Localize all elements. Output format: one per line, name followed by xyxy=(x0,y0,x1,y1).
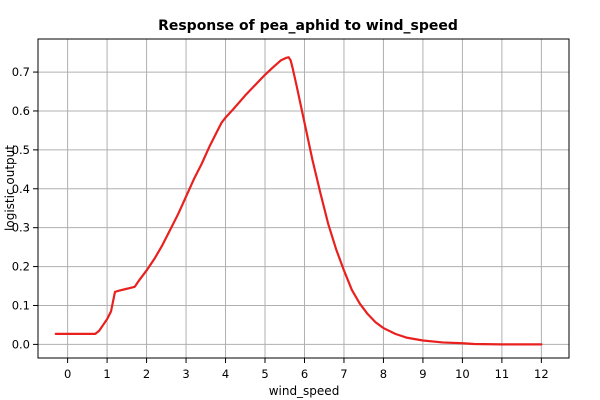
x-tick-label: 0 xyxy=(64,367,71,381)
grid xyxy=(38,39,569,358)
x-axis-ticks: 0 1 2 3 4 5 6 7 8 9 10 11 12 xyxy=(64,358,549,381)
x-axis-label: wind_speed xyxy=(269,384,340,398)
x-tick-label: 6 xyxy=(301,367,308,381)
y-tick-label: 0.4 xyxy=(12,182,30,196)
y-tick-label: 0.7 xyxy=(12,65,30,79)
y-tick-label: 0.5 xyxy=(12,143,30,157)
y-tick-label: 0.3 xyxy=(12,221,30,235)
chart-title: Response of pea_aphid to wind_speed xyxy=(158,18,458,34)
x-tick-label: 12 xyxy=(534,367,549,381)
y-axis-ticks: 0.0 0.1 0.2 0.3 0.4 0.5 0.6 0.7 xyxy=(12,65,38,351)
x-tick-label: 11 xyxy=(495,367,510,381)
y-tick-label: 0.1 xyxy=(12,298,30,312)
plot-frame xyxy=(37,38,570,359)
x-tick-label: 1 xyxy=(103,367,110,381)
y-tick-label: 0.2 xyxy=(12,260,30,274)
x-tick-label: 2 xyxy=(143,367,150,381)
x-tick-label: 4 xyxy=(222,367,229,381)
x-tick-label: 8 xyxy=(380,367,387,381)
series-line xyxy=(54,56,543,346)
x-tick-label: 10 xyxy=(455,367,470,381)
x-tick-label: 7 xyxy=(340,367,347,381)
x-tick-label: 9 xyxy=(419,367,426,381)
x-tick-label: 5 xyxy=(261,367,268,381)
y-axis-label: logistic output xyxy=(3,145,17,231)
y-tick-label: 0.6 xyxy=(12,104,30,118)
y-tick-label: 0.0 xyxy=(12,337,30,351)
x-tick-label: 3 xyxy=(182,367,189,381)
